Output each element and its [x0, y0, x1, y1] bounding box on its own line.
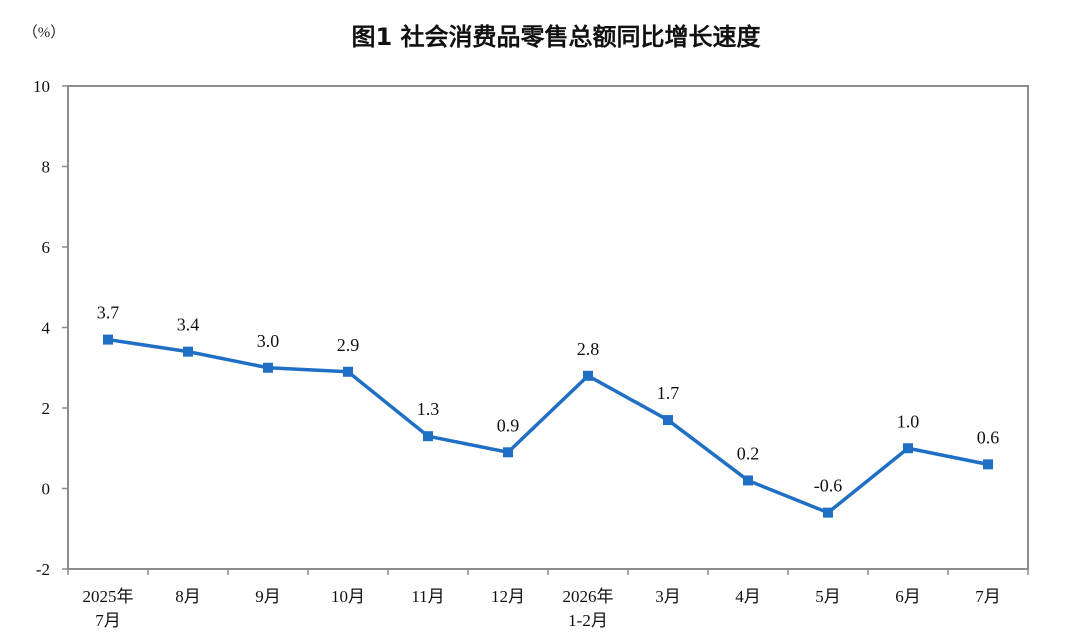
y-tick-label: -2 [36, 560, 50, 579]
y-tick-label: 4 [42, 319, 51, 338]
x-tick-label: 11月 [411, 587, 444, 606]
data-label: 0.6 [977, 427, 1000, 447]
data-point-marker [263, 362, 273, 373]
x-tick-label: 2026年 1-2月 [563, 587, 614, 630]
x-axis: 2025年 7月 8月 9月 10月 11月 12月 2026年 1-2月 3月 4月 5月 6月 7月 [67, 569, 1029, 630]
x-tick-label: 2025年 7月 [83, 587, 134, 630]
y-unit-label: （%） [23, 24, 66, 41]
data-point-marker [743, 475, 753, 486]
data-label: 3.4 [177, 315, 200, 335]
x-tick-label: 3月 [655, 587, 681, 606]
x-tick-label: 12月 [491, 587, 525, 606]
y-tick-label: 0 [42, 480, 51, 499]
data-point-marker [903, 443, 913, 454]
series-group: 3.7 3.4 3.0 2.9 1.3 0.9 2.8 1.7 0.2 -0.6 1.0 0.6 [97, 303, 1000, 518]
data-point-marker [663, 415, 673, 426]
x-tick-label: 5月 [815, 587, 841, 606]
data-label: 0.2 [737, 443, 760, 463]
data-point-marker [583, 370, 593, 381]
data-label: 1.3 [417, 399, 440, 419]
data-point-marker [503, 447, 513, 458]
data-point-marker [423, 431, 433, 442]
data-label: 2.8 [577, 339, 600, 359]
x-tick-label: 6月 [895, 587, 921, 606]
data-label: -0.6 [814, 476, 843, 496]
data-label: 0.9 [497, 415, 520, 435]
x-tick-label: 4月 [735, 587, 761, 606]
x-tick-label: 10月 [331, 587, 365, 606]
data-label: 1.0 [897, 411, 920, 431]
data-label: 3.7 [97, 303, 120, 323]
x-tick-label: 7月 [975, 587, 1001, 606]
y-tick-label: 10 [33, 77, 50, 96]
data-point-marker [103, 334, 113, 345]
chart-title: 图1 社会消费品零售总额同比增长速度 [351, 23, 761, 51]
data-label: 1.7 [657, 383, 680, 403]
data-point-marker [823, 507, 833, 518]
x-tick-label: 9月 [255, 587, 281, 606]
y-tick-label: 6 [42, 238, 51, 257]
y-tick-label: 2 [42, 399, 51, 418]
data-point-marker [343, 366, 353, 377]
y-tick-label: 8 [42, 158, 51, 177]
data-label: 3.0 [257, 331, 280, 351]
data-point-marker [183, 346, 193, 357]
data-label: 2.9 [337, 335, 360, 355]
y-axis: -2 0 2 4 6 8 10 [33, 77, 68, 579]
x-tick-label: 8月 [175, 587, 201, 606]
series-line [107, 337, 989, 515]
data-point-marker [983, 459, 993, 470]
plot-frame [67, 85, 1029, 570]
